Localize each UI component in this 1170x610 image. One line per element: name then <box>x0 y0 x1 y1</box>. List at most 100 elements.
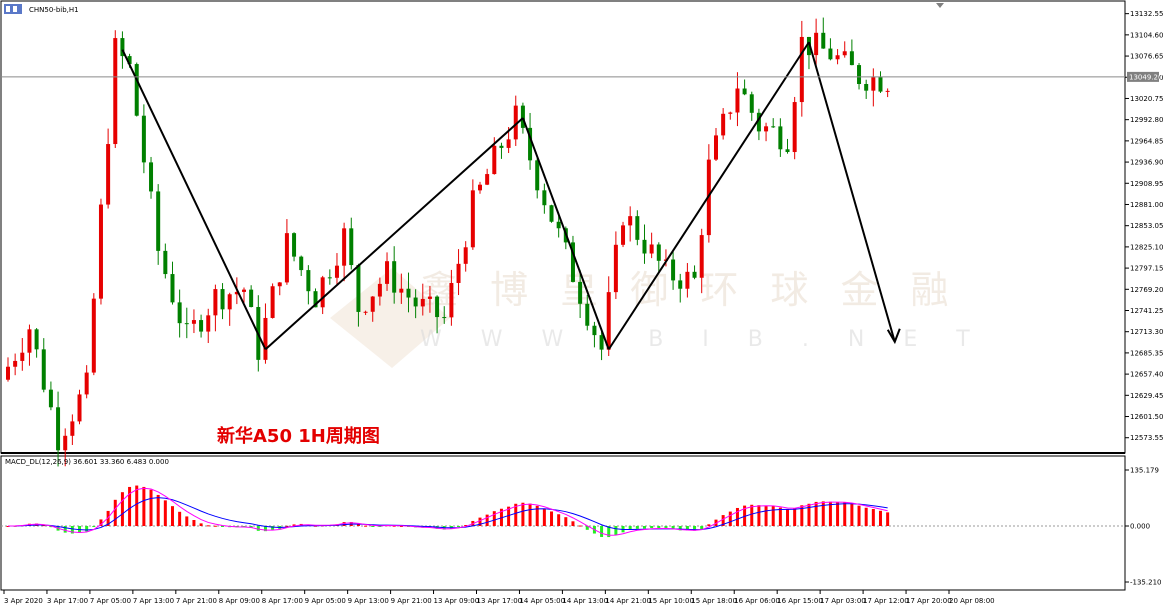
candle <box>149 156 154 199</box>
candle <box>41 338 46 393</box>
price-tick-label: 12964.85 <box>1130 137 1163 145</box>
candle-body <box>349 228 354 266</box>
time-tick-label: 16 Apr 15:00 <box>777 597 823 605</box>
candle <box>170 261 175 305</box>
macd-indicator <box>1 485 1125 538</box>
candle <box>585 294 590 331</box>
macd-bar <box>678 526 682 531</box>
candle <box>756 108 761 141</box>
macd-bar <box>213 525 217 527</box>
macd-bar <box>464 525 468 527</box>
candle <box>871 68 876 107</box>
price-tick-label: 12936.90 <box>1130 159 1163 167</box>
candle <box>363 310 368 316</box>
macd-bar <box>249 526 253 528</box>
macd-bar <box>120 492 124 526</box>
candle-body <box>778 126 783 150</box>
candle-body <box>242 289 246 292</box>
macd-bar <box>457 526 461 527</box>
candle <box>649 232 654 259</box>
candle <box>835 49 840 65</box>
candle-body <box>106 144 111 205</box>
candle-body <box>735 88 740 113</box>
macd-bar <box>578 525 582 527</box>
candle-body <box>871 77 876 91</box>
watermark-logo <box>330 268 450 368</box>
candle <box>699 228 704 294</box>
candle-body <box>749 94 754 113</box>
price-tick-label: 12685.35 <box>1130 349 1163 357</box>
candle-body <box>427 296 432 299</box>
trend-line-1 <box>121 49 267 350</box>
macd-bar <box>650 526 654 529</box>
candle <box>528 112 533 170</box>
candle-body <box>485 174 490 185</box>
macd-bar <box>113 499 117 526</box>
candle <box>27 324 32 366</box>
time-tick-label: 8 Apr 09:00 <box>219 597 260 605</box>
macd-bar <box>170 506 174 526</box>
macd-bar <box>728 511 732 526</box>
price-tick-label: 12769.20 <box>1130 286 1163 294</box>
candle-body <box>98 204 103 299</box>
candle <box>513 95 518 146</box>
watermark: 鑫 博 皇 御 环 球 金 融 W W W . B I B . N E T <box>330 268 970 368</box>
macd-bar <box>571 521 575 526</box>
candle-body <box>399 288 404 293</box>
macd-bar <box>836 502 840 526</box>
price-tick-label: 12853.05 <box>1130 222 1163 230</box>
candle <box>342 222 347 282</box>
candle <box>721 108 726 140</box>
trend-line-3 <box>521 117 610 350</box>
candle <box>20 338 25 371</box>
candle-body <box>864 84 869 91</box>
macd-fast-line <box>7 487 888 536</box>
candle-body <box>792 102 797 153</box>
candle-body <box>385 261 390 284</box>
scroll-marker-icon[interactable] <box>936 3 944 8</box>
candle-body <box>120 38 125 57</box>
time-tick-label: 14 Apr 05:00 <box>519 597 565 605</box>
macd-bar <box>63 526 67 533</box>
price-tick-label: 12657.40 <box>1130 371 1163 379</box>
candle-body <box>435 296 440 318</box>
candle <box>463 241 468 272</box>
candle-body <box>456 263 461 283</box>
candle-body <box>570 242 575 282</box>
candle-body <box>842 51 847 56</box>
candle <box>542 183 547 214</box>
candle <box>113 30 118 148</box>
candle-body <box>170 274 175 303</box>
candle-body <box>656 244 661 261</box>
candle-body <box>184 323 189 325</box>
current-price-tag <box>1127 71 1159 82</box>
candle <box>377 277 382 306</box>
macd-bar <box>743 505 747 526</box>
macd-bar <box>49 526 53 528</box>
candle <box>578 269 583 318</box>
candle <box>635 210 640 246</box>
candle-body <box>671 259 676 281</box>
macd-bar <box>507 506 511 526</box>
macd-bar <box>142 486 146 526</box>
macd-bar <box>492 511 496 526</box>
candle-body <box>320 277 325 308</box>
candle-body <box>771 126 776 128</box>
candle <box>435 295 440 334</box>
macd-bar <box>735 507 739 526</box>
candle <box>263 303 268 364</box>
candle-body <box>91 298 96 373</box>
candle <box>778 118 783 157</box>
time-tick-label: 17 Apr 12:00 <box>863 597 909 605</box>
candle-body <box>499 145 504 148</box>
candle-body <box>556 221 561 229</box>
candle-body <box>206 315 211 332</box>
candle-body <box>227 294 232 310</box>
candle-body <box>127 56 132 65</box>
candle-body <box>478 184 482 191</box>
candle <box>34 328 39 358</box>
candle <box>213 284 218 332</box>
candle <box>606 276 611 356</box>
macd-bar <box>550 511 554 526</box>
macd-bar <box>607 526 611 538</box>
